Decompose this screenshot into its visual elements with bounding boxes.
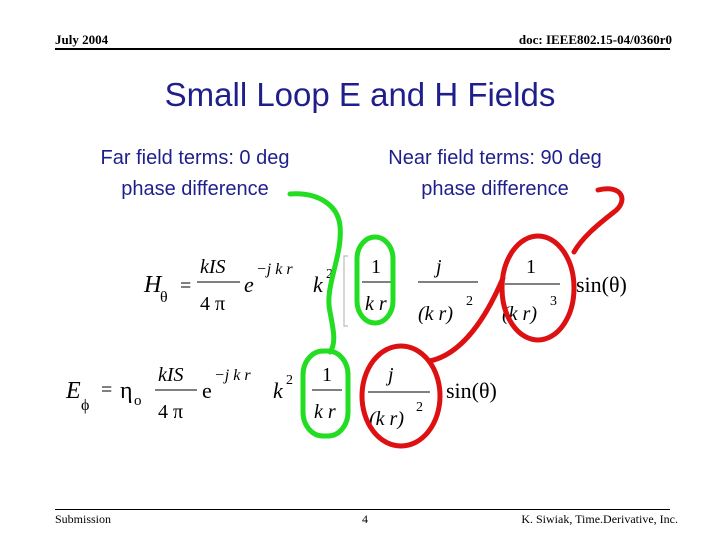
near-marker-oval-h — [499, 233, 577, 343]
h-term3-num: 1 — [526, 256, 536, 278]
h-trig: sin(θ) — [576, 272, 627, 297]
near-callout-line-1: Near field terms: 90 deg — [388, 147, 602, 169]
e-exponent: −j k r — [214, 367, 251, 384]
h-numerator: kIS — [200, 256, 226, 278]
near-field-markers — [359, 186, 625, 449]
header-rule — [55, 48, 670, 50]
e-trig: sin(θ) — [446, 378, 497, 403]
h-exponent: −j k r — [256, 261, 293, 278]
h-term3-den-sup: 3 — [550, 294, 557, 309]
near-field-callout: Near field terms: 90 deg phase differenc… — [340, 143, 650, 205]
h-theta-equation: H θ = kIS 4 π e −j k r k 2 1 k r j (k r)… — [143, 255, 627, 327]
near-connector-line-lower — [427, 275, 506, 364]
h-left-bracket — [343, 255, 348, 327]
footer-rule — [55, 509, 670, 510]
h-term2-den-sup: 2 — [466, 294, 473, 309]
h-term2-den: (k r) — [418, 303, 453, 325]
near-marker-oval-e — [359, 343, 443, 449]
e-term2-den: (k r) — [369, 408, 404, 430]
e-symbol: E — [65, 378, 81, 404]
footer-submission: Submission — [55, 512, 112, 526]
footer-page-number: 4 — [362, 512, 368, 526]
far-field-callout: Far field terms: 0 deg phase difference — [45, 143, 345, 205]
far-marker-oval-h — [354, 234, 396, 326]
e-subscript: ϕ — [81, 397, 89, 414]
e-denominator: 4 π — [158, 401, 183, 423]
e-term2-den-sup: 2 — [416, 400, 423, 415]
near-callout-line-2: phase difference — [421, 178, 569, 200]
footer-author: K. Siwiak, Time.Derivative, Inc. — [521, 512, 678, 526]
e-term1-num: 1 — [322, 364, 332, 386]
h-term2-num: j — [433, 256, 442, 278]
header-date: July 2004 — [55, 32, 109, 47]
e-equals: = — [101, 379, 112, 401]
e-eta-sub: o — [134, 393, 142, 409]
far-callout-line-2: phase difference — [121, 178, 269, 200]
slide-title: Small Loop E and H Fields — [164, 76, 556, 113]
near-connector-line-upper — [571, 186, 625, 255]
h-k2-sup: 2 — [326, 267, 333, 282]
h-subscript: θ — [160, 289, 168, 306]
h-term1-den: k r — [365, 293, 387, 315]
e-term2-num: j — [385, 364, 394, 386]
far-field-markers — [287, 191, 396, 439]
far-marker-oval-e — [300, 348, 351, 439]
h-k2: k — [313, 272, 324, 297]
far-connector-line — [287, 191, 343, 355]
h-exp-base: e — [244, 272, 254, 297]
e-numerator: kIS — [158, 364, 184, 386]
header-doc-id: doc: IEEE802.15-04/0360r0 — [518, 32, 672, 47]
e-term1-den: k r — [314, 401, 336, 423]
h-symbol: H — [143, 272, 163, 298]
e-phi-equation: E ϕ = η o kIS 4 π e −j k r k 2 1 k r j (… — [65, 364, 497, 430]
e-eta: η — [120, 378, 133, 404]
e-k2: k — [273, 378, 284, 403]
h-denominator: 4 π — [200, 293, 225, 315]
far-callout-line-1: Far field terms: 0 deg — [100, 147, 290, 169]
h-term1-num: 1 — [371, 256, 381, 278]
e-k2-sup: 2 — [286, 373, 293, 388]
e-exp-base: e — [202, 378, 212, 403]
h-equals: = — [180, 275, 191, 297]
